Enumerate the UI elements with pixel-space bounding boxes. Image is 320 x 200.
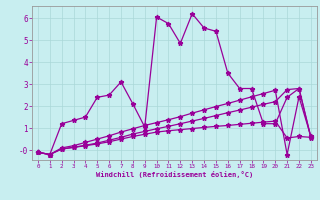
X-axis label: Windchill (Refroidissement éolien,°C): Windchill (Refroidissement éolien,°C): [96, 171, 253, 178]
